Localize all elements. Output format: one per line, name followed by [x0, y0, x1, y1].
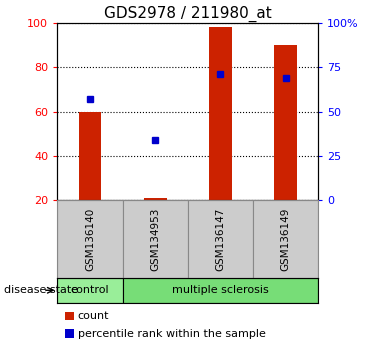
Text: GSM134953: GSM134953	[150, 207, 160, 271]
Text: disease state: disease state	[4, 285, 78, 295]
Text: GSM136149: GSM136149	[280, 207, 290, 271]
Bar	[78, 112, 101, 200]
Bar	[57, 278, 122, 303]
Bar	[274, 45, 297, 200]
Text: control: control	[71, 285, 109, 295]
Text: percentile rank within the sample: percentile rank within the sample	[78, 329, 266, 339]
Bar	[209, 28, 232, 200]
Bar	[253, 200, 318, 278]
Bar	[144, 198, 166, 200]
Text: count: count	[78, 311, 109, 321]
Title: GDS2978 / 211980_at: GDS2978 / 211980_at	[104, 5, 272, 22]
Bar	[122, 200, 188, 278]
Bar	[57, 200, 122, 278]
Text: multiple sclerosis: multiple sclerosis	[172, 285, 269, 295]
Text: GSM136140: GSM136140	[85, 207, 95, 270]
Text: GSM136147: GSM136147	[215, 207, 225, 271]
Bar	[188, 200, 253, 278]
Bar	[122, 278, 318, 303]
